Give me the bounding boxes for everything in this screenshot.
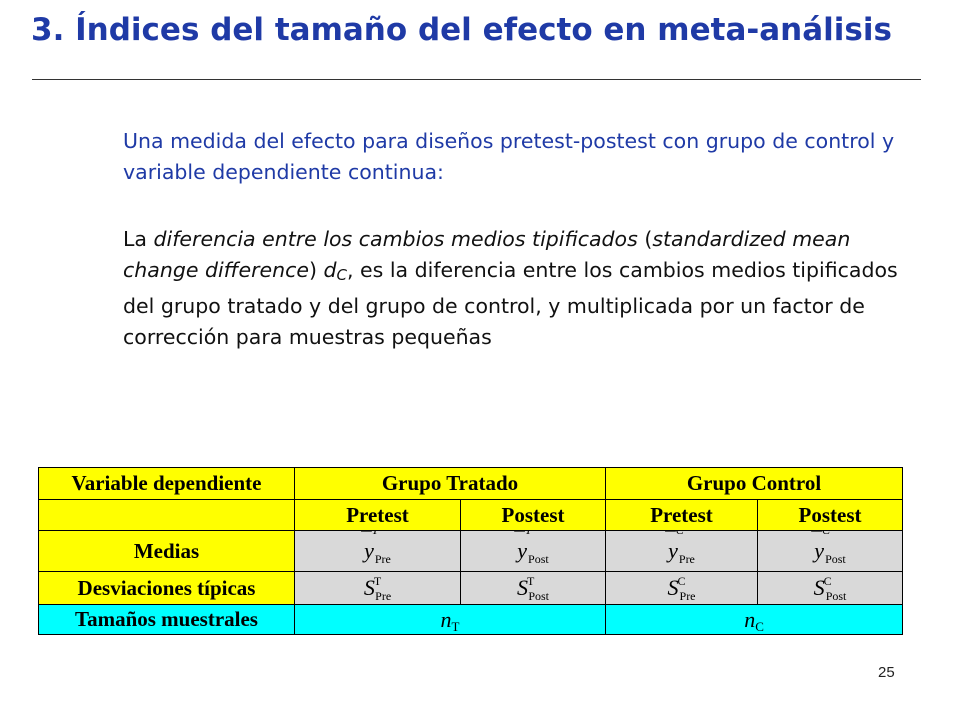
superscript-c: C: [823, 574, 832, 588]
mean-post-control: —CyPost: [757, 530, 904, 572]
superscript-c: C: [677, 574, 686, 588]
header-grupo-tratado: Grupo Tratado: [293, 467, 607, 500]
header-empty-cell: [38, 499, 295, 531]
header-grupo-control: Grupo Control: [605, 467, 904, 500]
subscript-pre: Pre: [375, 589, 392, 603]
s-symbol: S: [363, 575, 375, 600]
sample-size-treated: nT: [293, 604, 607, 635]
subscript-post: Post: [825, 589, 847, 603]
header-pretest-tratado: Pretest: [294, 499, 461, 531]
subscript-pre: Pre: [679, 589, 696, 603]
n-symbol: n: [744, 606, 756, 632]
definition-symbol-sub: C: [336, 266, 348, 284]
subscript-post: Post: [528, 552, 549, 566]
mean-pre-control: —CyPre: [605, 530, 759, 572]
subscript-t: T: [451, 618, 460, 634]
page-number: 25: [878, 664, 895, 681]
mean-post-treated: —TyPost: [459, 530, 607, 572]
title-divider: [32, 79, 921, 80]
header-pretest-control: Pretest: [605, 499, 759, 531]
header-variable-dependiente: Variable dependiente: [38, 467, 295, 500]
overbar-label: —C: [811, 532, 830, 539]
superscript-t: T: [373, 574, 382, 588]
row-label-medias: Medias: [38, 530, 295, 572]
overbar-label: —T: [361, 532, 378, 539]
header-postest-control: Postest: [757, 499, 904, 531]
sd-post-control: SCPost: [757, 571, 904, 605]
row-label-desviaciones: Desviaciones típicas: [38, 571, 295, 605]
definition-prefix: La: [123, 227, 154, 251]
intro-text: Una medida del efecto para diseños prete…: [123, 129, 895, 184]
subscript-pre: Pre: [374, 552, 391, 566]
definition-open-paren: (: [637, 227, 653, 251]
mean-pre-treated: —TyPre: [294, 530, 461, 572]
subscript-post: Post: [825, 552, 846, 566]
sd-post-treated: STPost: [459, 571, 607, 605]
definition-english-term: standardized mean change difference: [123, 227, 851, 282]
s-symbol: S: [667, 575, 679, 600]
sd-pre-treated: STPre: [294, 571, 461, 605]
subscript-post: Post: [528, 589, 550, 603]
definition-term: diferencia entre los cambios medios tipi…: [153, 227, 638, 251]
subscript-pre: Pre: [678, 552, 695, 566]
superscript-t: T: [526, 574, 535, 588]
overbar-label: —T: [514, 532, 531, 539]
definition-close-paren: ): [309, 258, 324, 282]
s-symbol: S: [813, 575, 825, 600]
s-symbol: S: [516, 575, 528, 600]
definition-symbol: d: [323, 258, 337, 282]
overbar-label: —C: [665, 532, 684, 539]
row-label-tamanos: Tamaños muestrales: [38, 604, 295, 635]
sample-size-control: nC: [605, 604, 904, 635]
slide-title: 3. Índices del tamaño del efecto en meta…: [31, 12, 892, 48]
sd-pre-control: SCPre: [605, 571, 759, 605]
subscript-c: C: [755, 618, 764, 634]
n-symbol: n: [440, 606, 452, 632]
y-symbol: y: [668, 538, 678, 563]
header-postest-tratado: Postest: [459, 499, 607, 531]
y-symbol: y: [517, 538, 528, 563]
y-symbol: y: [364, 538, 374, 563]
definition-rest: , es la diferencia entre los cambios med…: [123, 258, 898, 349]
definition-paragraph: La diferencia entre los cambios medios t…: [123, 224, 913, 353]
y-symbol: y: [814, 538, 825, 563]
effect-size-table: Variable dependiente Grupo Tratado Grupo…: [38, 467, 904, 635]
